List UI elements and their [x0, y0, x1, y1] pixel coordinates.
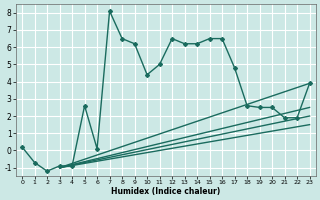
X-axis label: Humidex (Indice chaleur): Humidex (Indice chaleur)	[111, 187, 220, 196]
